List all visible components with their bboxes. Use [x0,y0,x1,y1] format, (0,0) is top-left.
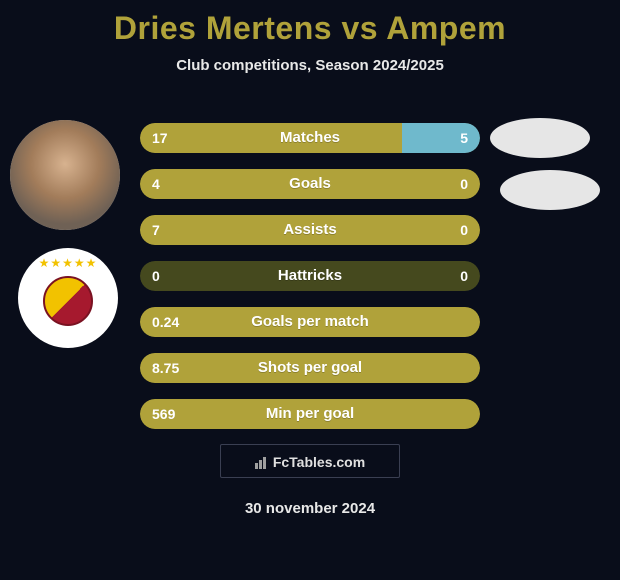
stat-label: Goals per match [140,307,480,337]
brand-text: FcTables.com [273,454,365,470]
stat-row: 00Hattricks [140,261,480,291]
page-title: Dries Mertens vs Ampem [0,0,620,47]
title-player1: Dries Mertens [114,10,332,46]
brand-footer: FcTables.com [220,444,400,478]
stat-row: 0.24Goals per match [140,307,480,337]
club-badge-icon [43,276,93,326]
subtitle: Club competitions, Season 2024/2025 [0,57,620,74]
player1-club-logo: ★★★★★ [18,248,118,348]
stat-label: Shots per goal [140,353,480,383]
stat-label: Matches [140,123,480,153]
title-vs: vs [341,10,378,46]
stat-row: 40Goals [140,169,480,199]
stat-row: 569Min per goal [140,399,480,429]
stat-label: Hattricks [140,261,480,291]
title-player2: Ampem [386,10,506,46]
stat-row: 8.75Shots per goal [140,353,480,383]
bar-chart-icon [255,457,269,469]
player1-avatar [10,120,120,230]
footer-date: 30 november 2024 [0,500,620,517]
stat-label: Goals [140,169,480,199]
player2-avatar [490,118,590,158]
stat-row: 70Assists [140,215,480,245]
stat-row: 175Matches [140,123,480,153]
player2-club-logo [500,170,600,210]
stat-label: Min per goal [140,399,480,429]
club-stars-icon: ★★★★★ [18,256,118,270]
stat-label: Assists [140,215,480,245]
